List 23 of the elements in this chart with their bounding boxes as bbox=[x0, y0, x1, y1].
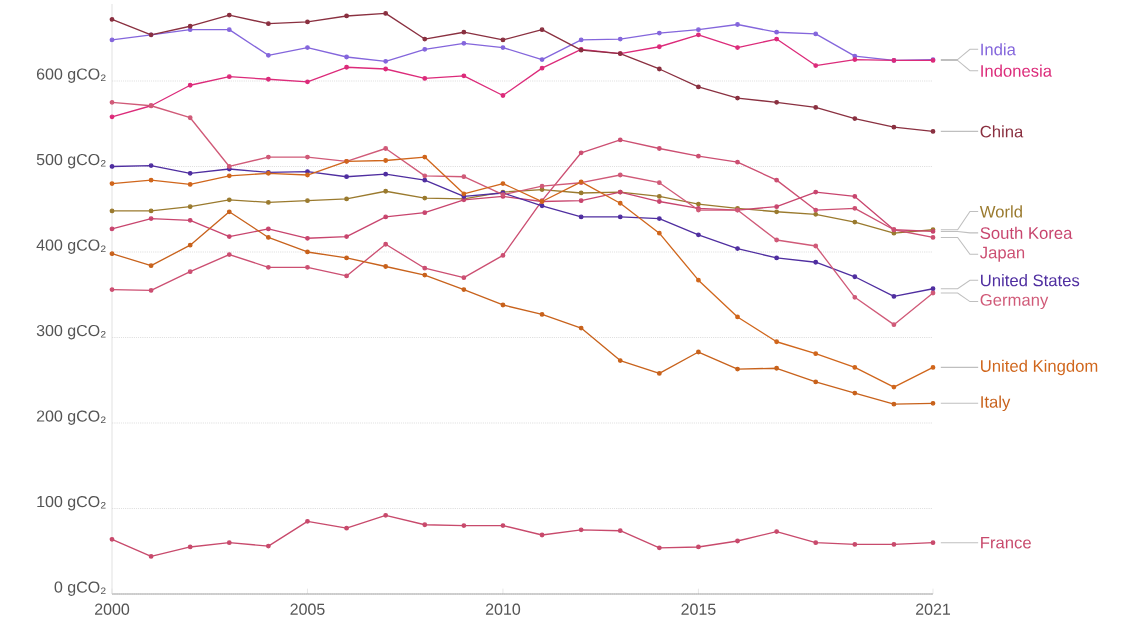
x-tick-label: 2005 bbox=[290, 603, 325, 615]
text: China bbox=[980, 125, 1024, 138]
text: France bbox=[981, 536, 1031, 549]
text: United States bbox=[981, 274, 1080, 287]
text: Italy bbox=[981, 395, 1011, 412]
y-tick-label: 400 gCO₂ bbox=[36, 239, 106, 254]
text: United Kingdom bbox=[981, 359, 1098, 376]
text: Germany bbox=[980, 294, 1049, 310]
y-tick-label: 300 gCO₂ bbox=[36, 324, 106, 340]
y-tick-label: 600 gCO₂ bbox=[36, 68, 106, 83]
y-tick-label: 100 gCO₂ bbox=[37, 495, 106, 511]
x-tick-label: 2010 bbox=[485, 603, 521, 615]
x-tick-label: 2021 bbox=[916, 603, 951, 615]
y-tick-label: 0 gCO₂ bbox=[54, 581, 106, 596]
text: India bbox=[981, 43, 1016, 56]
y-tick-label: 200 gCO₂ bbox=[36, 410, 106, 425]
text: World bbox=[979, 205, 1022, 218]
x-tick-label: 2000 bbox=[95, 603, 130, 615]
text: Indonesia bbox=[981, 64, 1053, 77]
x-tick-label: 2015 bbox=[681, 603, 716, 615]
text: Japan bbox=[980, 246, 1025, 262]
text: South Korea bbox=[980, 226, 1073, 239]
y-tick-label: 500 gCO₂ bbox=[36, 153, 106, 169]
